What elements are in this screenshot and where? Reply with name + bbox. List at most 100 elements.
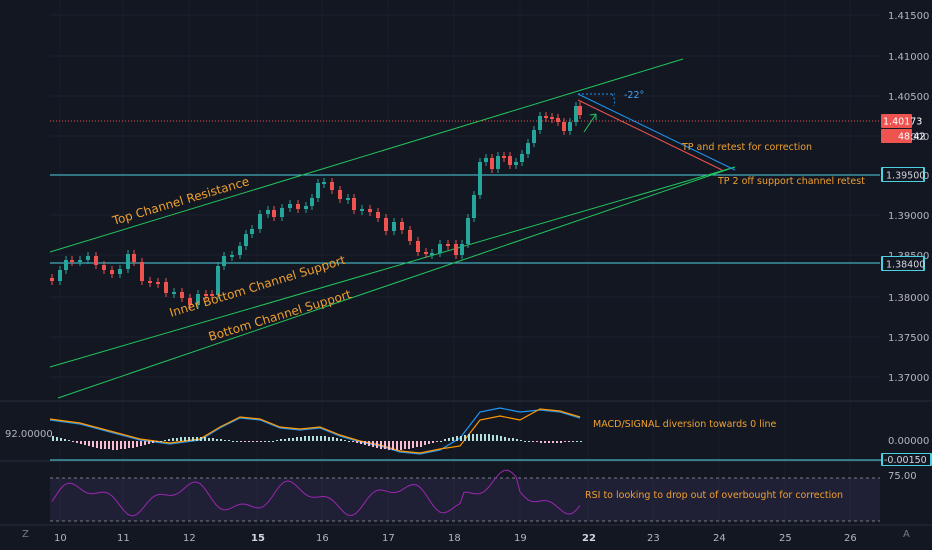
level-tag-138400: 1.38400 <box>881 256 925 271</box>
macd-histogram-bar <box>132 441 134 448</box>
candle-body <box>148 281 152 283</box>
macd-histogram-bar <box>260 441 262 442</box>
macd-histogram-bar <box>556 441 558 443</box>
candle-body <box>250 229 254 234</box>
macd-histogram-bar <box>316 436 318 441</box>
macd-histogram-bar <box>356 441 358 443</box>
macd-histogram-bar <box>312 436 314 441</box>
inner-bottom-channel-line[interactable] <box>49 166 736 368</box>
macd-histogram-bar <box>224 440 226 441</box>
candle-body <box>502 156 506 158</box>
candle-body <box>562 122 566 131</box>
candle-body <box>532 130 536 143</box>
candle-body <box>216 266 220 295</box>
candle-body <box>156 282 160 284</box>
candle-body <box>430 253 434 255</box>
candle-body <box>94 256 98 265</box>
time-axis[interactable]: 10 11 12 15 16 17 18 19 22 23 24 25 26 <box>54 533 857 544</box>
svg-text:1.39500: 1.39500 <box>886 171 925 182</box>
macd-histogram-bar <box>244 441 246 442</box>
macd-histogram-bar <box>172 438 174 441</box>
top-channel-label: Top Channel Resistance <box>110 174 251 228</box>
candle-body <box>338 190 342 199</box>
svg-text:48:42: 48:42 <box>898 132 925 143</box>
macd-histogram-bar <box>540 441 542 443</box>
macd-histogram-bar <box>268 441 270 442</box>
macd-histogram-bar <box>416 441 418 447</box>
macd-line <box>49 407 581 455</box>
candle-body <box>126 254 130 269</box>
macd-histogram-bar <box>72 441 74 442</box>
macd-histogram-bar <box>560 441 562 443</box>
macd-histogram-bar <box>76 441 78 443</box>
macd-histogram-bar <box>516 439 518 441</box>
candle-body <box>78 260 82 262</box>
price-tick: 1.37000 <box>888 373 929 384</box>
time-tick: 15 <box>251 533 265 544</box>
macd-histogram-bar <box>436 441 438 442</box>
macd-histogram-bar <box>284 439 286 441</box>
candle-body <box>568 122 572 131</box>
macd-histogram-bar <box>304 436 306 441</box>
signal-line <box>49 408 581 454</box>
macd-histogram-bar <box>376 441 378 448</box>
macd-histogram-bar <box>568 441 570 442</box>
macd-histogram-bar <box>456 436 458 441</box>
macd-histogram-bar <box>200 437 202 441</box>
candle-body <box>258 214 262 229</box>
candle-body <box>478 162 482 195</box>
macd-histogram-bar <box>176 438 178 441</box>
projection-line-red[interactable] <box>577 99 723 171</box>
macd-histogram-bar <box>508 438 510 441</box>
candle-body <box>496 156 500 169</box>
auto-scale-button[interactable]: A <box>903 529 910 540</box>
macd-histogram-bar <box>464 435 466 441</box>
macd-histogram-bar <box>252 441 254 442</box>
macd-histogram-bar <box>288 438 290 441</box>
macd-histogram-bar <box>80 441 82 444</box>
time-tick: 26 <box>844 533 857 544</box>
macd-histogram-bar <box>340 439 342 441</box>
angle-arc <box>611 93 616 107</box>
macd-histogram-bar <box>236 441 238 442</box>
candle-body <box>102 265 106 270</box>
candle-body <box>416 241 420 252</box>
macd-histogram-bar <box>440 441 442 442</box>
candle-body <box>526 143 530 154</box>
macd-histogram-bar <box>324 436 326 441</box>
bottom-channel-line[interactable] <box>57 166 736 399</box>
macd-histogram-bar <box>444 439 446 441</box>
zoom-button[interactable]: Z <box>22 529 29 540</box>
macd-histogram-bar <box>296 437 298 441</box>
countdown-tag: 48:42 <box>881 129 925 143</box>
rsi-polyline <box>51 469 581 517</box>
projection-line-blue[interactable] <box>577 93 736 171</box>
price-axis[interactable]: 1.415001.410001.405001.400001.395001.390… <box>888 11 929 384</box>
macd-histogram-bar <box>476 434 478 441</box>
macd-histogram-bar <box>432 441 434 443</box>
candle-body <box>514 162 518 165</box>
macd-histogram-bar <box>504 437 506 441</box>
macd-histogram-bar <box>60 438 62 441</box>
candle-body <box>460 244 464 255</box>
candle-body <box>346 198 350 200</box>
macd-histogram-bar <box>520 440 522 441</box>
candle-body <box>204 294 208 296</box>
candle-body <box>556 118 560 122</box>
top-channel-line[interactable] <box>49 58 684 253</box>
macd-panel <box>49 407 582 455</box>
time-tick: 10 <box>54 533 67 544</box>
candle-body <box>446 244 450 246</box>
macd-histogram-bar <box>276 440 278 441</box>
macd-histogram-bar <box>320 436 322 441</box>
candle-body <box>544 116 548 118</box>
macd-histogram-bar <box>112 441 114 450</box>
candle-body <box>180 292 184 298</box>
macd-histogram-bar <box>548 441 550 443</box>
tp2-annotation: TP 2 off support channel retest <box>717 176 865 187</box>
macd-histogram-bar <box>84 441 86 445</box>
macd-histogram-bar <box>488 434 490 441</box>
macd-histogram-bar <box>136 441 138 447</box>
macd-histogram-bar <box>412 441 414 448</box>
